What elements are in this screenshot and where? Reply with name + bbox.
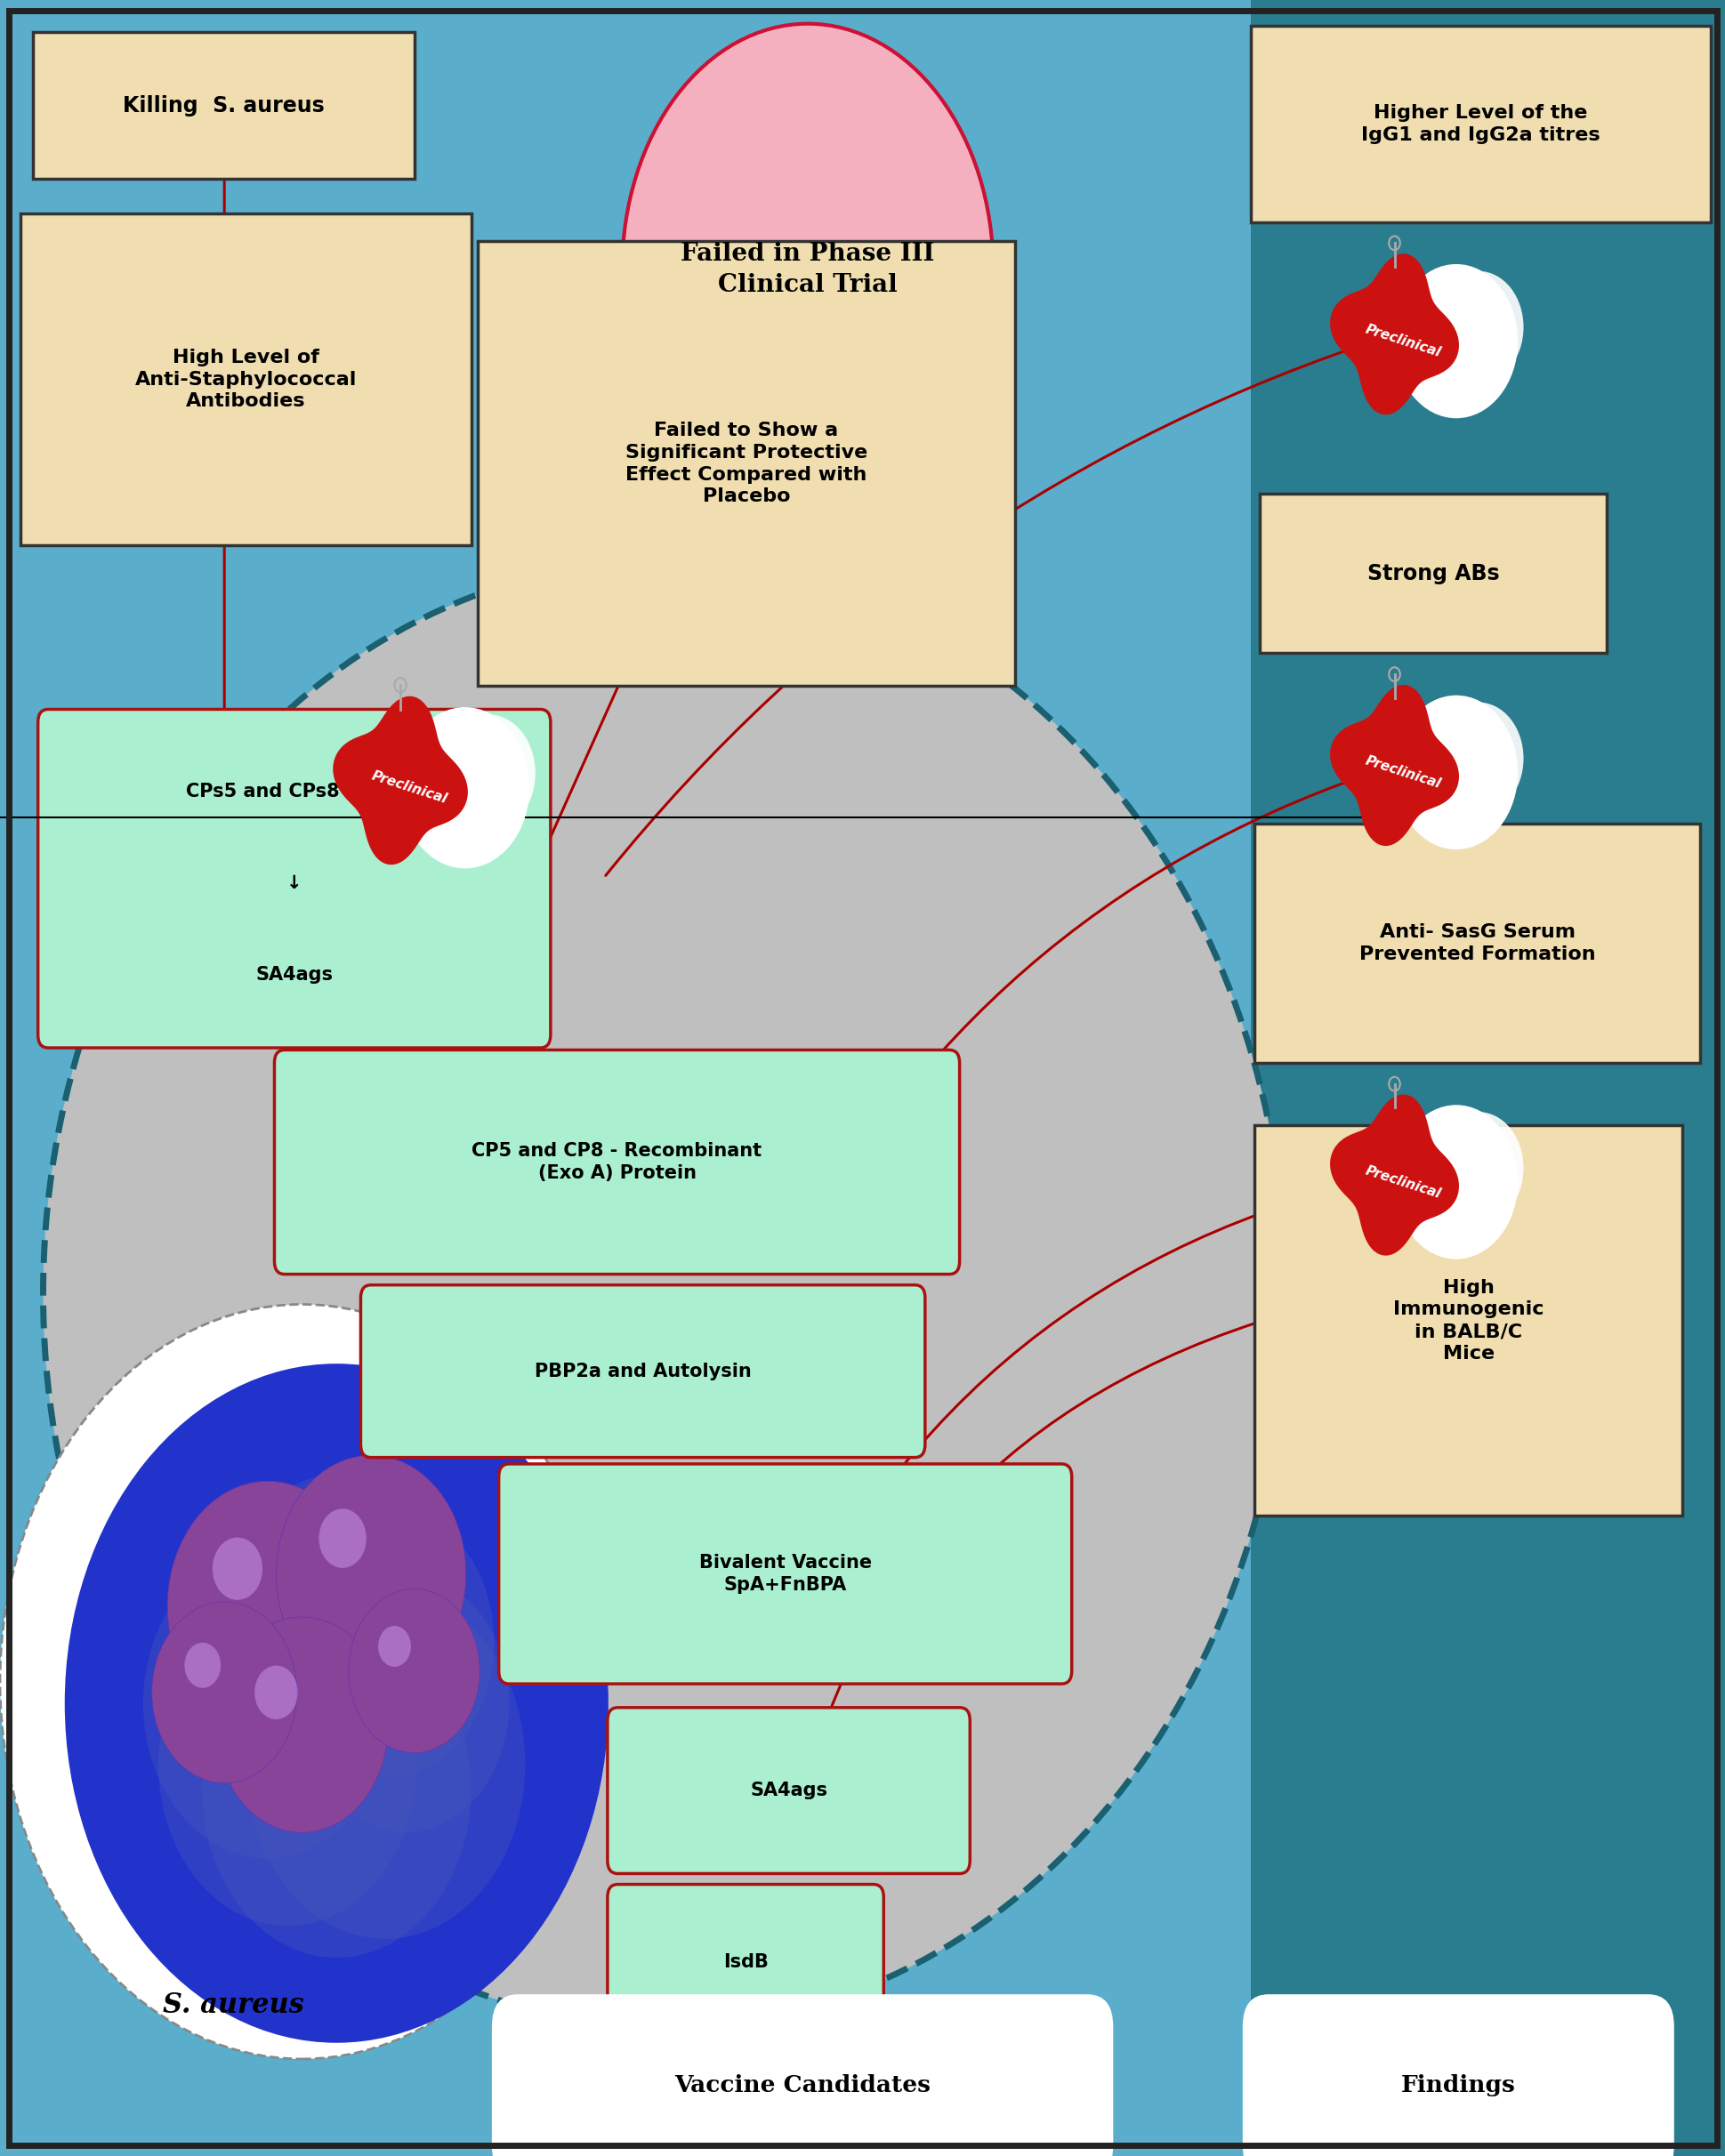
Circle shape [0,1304,604,2059]
Circle shape [400,707,530,869]
Polygon shape [333,696,467,865]
Text: High
Immunogenic
in BALB/C
Mice: High Immunogenic in BALB/C Mice [1392,1279,1544,1363]
Circle shape [378,1626,411,1667]
Circle shape [1404,272,1484,369]
Text: Killing  S. aureus: Killing S. aureus [122,95,324,116]
Circle shape [1394,694,1518,849]
Circle shape [276,1455,466,1692]
Circle shape [1433,272,1523,384]
Circle shape [212,1537,262,1600]
FancyBboxPatch shape [1259,494,1606,653]
Text: SA4ags: SA4ags [255,966,333,983]
Circle shape [245,1589,524,1938]
Text: Higher Level of the
IgG1 and IgG2a titres: Higher Level of the IgG1 and IgG2a titre… [1361,103,1599,144]
Circle shape [1394,265,1518,418]
Circle shape [216,1617,388,1833]
Circle shape [159,1602,417,1925]
Circle shape [254,1664,297,1720]
Ellipse shape [43,561,1285,2027]
Circle shape [1394,1104,1518,1259]
FancyBboxPatch shape [1254,1125,1682,1516]
Circle shape [185,1643,221,1688]
Text: Preclinical: Preclinical [1363,1164,1442,1201]
Text: High Level of
Anti-Staphylococcal
Antibodies: High Level of Anti-Staphylococcal Antibo… [135,349,357,410]
Polygon shape [1330,1095,1458,1255]
FancyBboxPatch shape [1242,1994,1673,2156]
Text: Preclinical: Preclinical [371,770,448,806]
Text: PBP2a and Autolysin: PBP2a and Autolysin [535,1363,750,1380]
Text: Strong ABs: Strong ABs [1366,563,1499,584]
Circle shape [64,1365,607,2044]
FancyBboxPatch shape [361,1285,925,1457]
Circle shape [202,1621,471,1958]
Text: Preclinical: Preclinical [1363,755,1442,791]
Text: ↓: ↓ [286,875,302,893]
Circle shape [276,1507,493,1779]
Text: Bivalent Vaccine
SpA+FnBPA: Bivalent Vaccine SpA+FnBPA [699,1554,871,1593]
Circle shape [302,1574,509,1833]
Circle shape [1404,1112,1484,1210]
Circle shape [412,714,493,817]
Text: Preclinical: Preclinical [1363,323,1442,360]
Circle shape [143,1548,392,1858]
FancyBboxPatch shape [1254,824,1699,1063]
FancyBboxPatch shape [33,32,414,179]
Text: SA4ags: SA4ags [750,1781,826,1800]
FancyBboxPatch shape [499,1464,1071,1684]
Circle shape [442,714,535,832]
Circle shape [348,1589,480,1753]
Polygon shape [1330,254,1458,414]
FancyBboxPatch shape [607,1708,969,1874]
Circle shape [1433,1112,1523,1225]
FancyBboxPatch shape [607,1884,883,2040]
Polygon shape [1330,686,1458,845]
Text: S. aureus: S. aureus [162,1992,304,2018]
Text: Findings: Findings [1401,2074,1515,2096]
Circle shape [319,1509,366,1567]
FancyBboxPatch shape [478,241,1014,686]
FancyBboxPatch shape [21,213,471,545]
Text: IsdB: IsdB [723,1953,768,1971]
FancyBboxPatch shape [492,1994,1113,2156]
Text: Anti- SasG Serum
Prevented Formation: Anti- SasG Serum Prevented Formation [1359,923,1594,964]
Text: CPs5 and CPs8 - ClfA: CPs5 and CPs8 - ClfA [186,783,402,800]
Circle shape [152,1602,297,1783]
Text: Failed in Phase III
Clinical Trial: Failed in Phase III Clinical Trial [680,241,935,298]
Text: CP5 and CP8 - Recombinant
(Exo A) Protein: CP5 and CP8 - Recombinant (Exo A) Protei… [471,1143,762,1181]
Bar [1251,0,1725,2156]
FancyBboxPatch shape [274,1050,959,1274]
Circle shape [167,1481,367,1731]
Ellipse shape [621,24,994,515]
FancyBboxPatch shape [1251,26,1709,222]
Circle shape [1433,703,1523,815]
Text: Failed to Show a
Significant Protective
Effect Compared with
Placebo: Failed to Show a Significant Protective … [624,423,868,505]
FancyBboxPatch shape [38,709,550,1048]
Circle shape [169,1494,407,1792]
Circle shape [223,1475,450,1759]
Text: Vaccine Candidates: Vaccine Candidates [674,2074,930,2096]
Circle shape [1404,703,1484,800]
